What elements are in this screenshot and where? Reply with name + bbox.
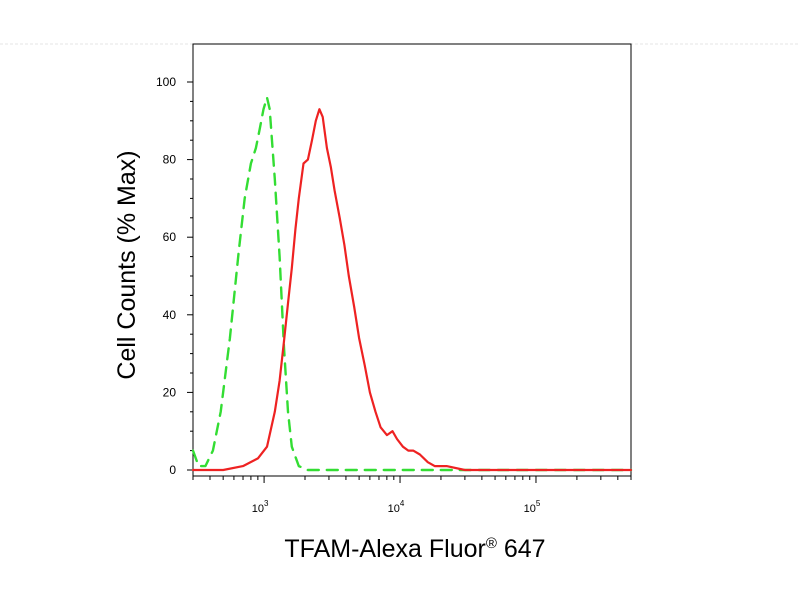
y-axis-label: Cell Counts (% Max) [113, 150, 141, 379]
x-tick-label: 103 [252, 499, 269, 515]
x-tick-label-exponent: 5 [536, 499, 541, 508]
y-tick-label: 20 [163, 385, 177, 399]
x-tick-label: 104 [388, 499, 405, 515]
x-axis-label-main: TFAM-Alexa Fluor [284, 535, 485, 563]
y-tick-label: 40 [163, 308, 177, 322]
x-tick-label-exponent: 4 [400, 499, 405, 508]
y-axis: 0 20 40 60 80 100 [156, 75, 193, 477]
y-tick-label: 0 [169, 463, 176, 477]
x-tick-label-exponent: 3 [264, 499, 269, 508]
x-axis-label: TFAM-Alexa Fluor® 647 [284, 535, 545, 563]
series-line-dashed-green [191, 96, 633, 472]
series-layer [191, 96, 633, 472]
plot-frame [192, 43, 632, 477]
x-axis-label-registered-mark: ® [486, 535, 497, 552]
y-tick-label: 80 [163, 153, 177, 167]
series-line-solid-red [191, 108, 633, 472]
x-axis-label-suffix: 647 [497, 535, 546, 563]
x-tick-label: 105 [524, 499, 541, 515]
y-tick-label: 100 [156, 75, 176, 89]
y-tick-label: 60 [163, 230, 177, 244]
x-axis: 103 104 105 [192, 476, 632, 515]
